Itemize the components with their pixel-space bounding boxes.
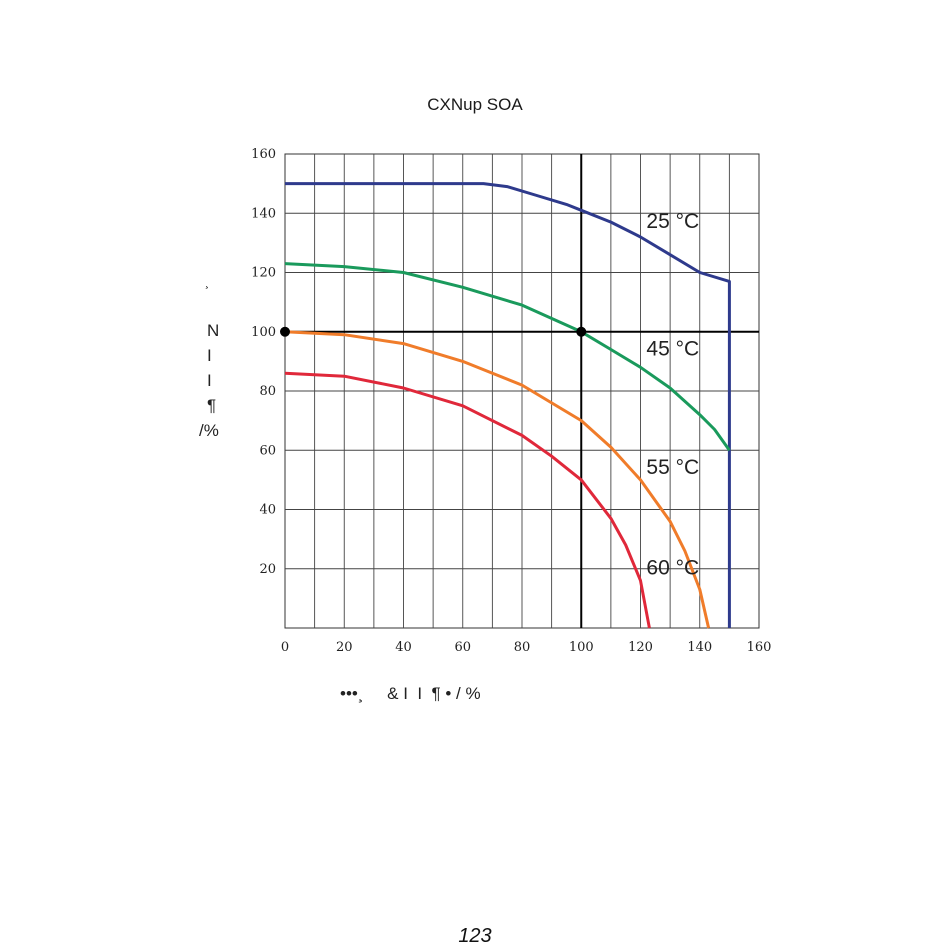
- x-tick-label: 140: [687, 640, 712, 655]
- y-axis-label: ¸ N I I ¶ /%: [199, 276, 239, 443]
- y-tick-label: 40: [259, 503, 276, 518]
- series-annotation: 60 °C: [646, 557, 699, 580]
- x-tick-label: 100: [569, 640, 594, 655]
- y-tick-label: 160: [251, 147, 276, 162]
- series-line: [285, 182, 731, 628]
- y-axis-label-line: ¶: [207, 396, 217, 415]
- x-tick-label: 20: [336, 640, 353, 655]
- page-number: 123: [458, 925, 492, 947]
- series-line: [284, 371, 651, 629]
- series-annotation: 45 °C: [646, 337, 699, 360]
- series-annotation: 55 °C: [646, 456, 699, 479]
- data-point: [280, 326, 290, 337]
- series-line: [284, 262, 731, 452]
- y-tick-label: 20: [259, 562, 276, 577]
- data-point: [576, 326, 587, 337]
- series-line: [284, 330, 711, 629]
- x-tick-label: 40: [395, 640, 412, 655]
- y-axis-label-line: I: [207, 346, 212, 365]
- y-axis-label-line: /%: [199, 421, 219, 440]
- chart-title: CXNup SOA: [427, 95, 523, 114]
- series-annotation: 25 °C: [646, 210, 699, 233]
- y-tick-label: 100: [251, 325, 276, 340]
- y-axis-label-line: ¸: [205, 275, 209, 289]
- y-tick-label: 60: [259, 443, 276, 458]
- y-axis-label-line: N: [207, 321, 220, 340]
- x-tick-label: 120: [628, 640, 653, 655]
- x-tick-label: 0: [281, 640, 289, 655]
- y-tick-label: 120: [251, 266, 276, 281]
- y-tick-label: 140: [251, 206, 276, 221]
- x-tick-label: 80: [514, 640, 531, 655]
- x-axis-label: •••¸ & I I ¶ • / %: [340, 684, 481, 703]
- y-tick-label: 80: [259, 384, 276, 399]
- y-axis-label-line: I: [207, 371, 212, 390]
- x-tick-label: 160: [747, 640, 772, 655]
- x-tick-label: 60: [454, 640, 471, 655]
